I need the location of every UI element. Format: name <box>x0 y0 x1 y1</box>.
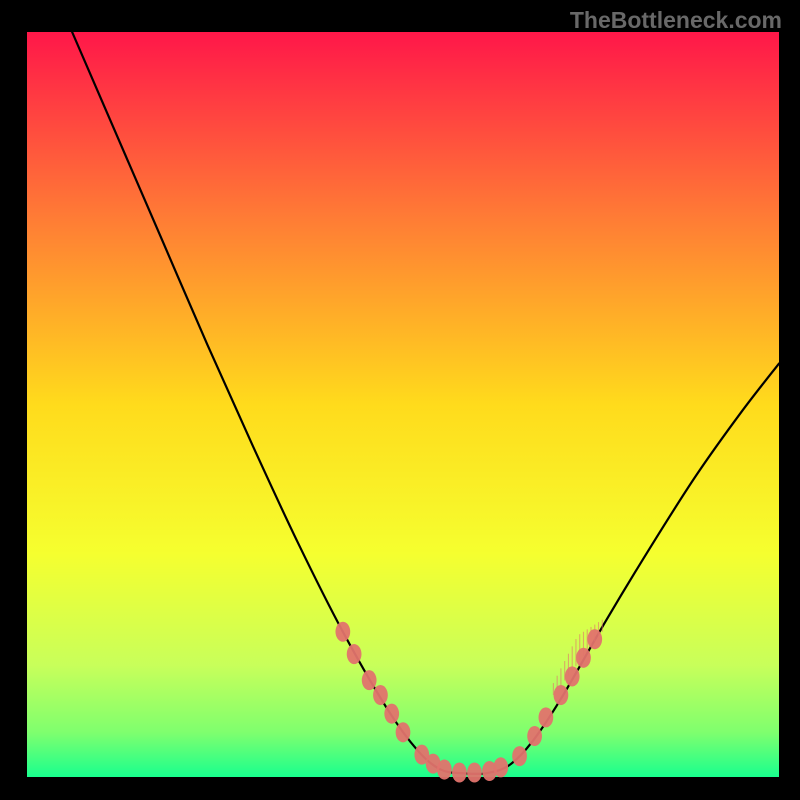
overlay-marker <box>493 757 508 777</box>
chart-background-gradient <box>27 32 779 777</box>
overlay-marker <box>384 704 399 724</box>
overlay-marker <box>512 746 527 766</box>
overlay-marker <box>373 685 388 705</box>
overlay-marker <box>362 670 377 690</box>
overlay-marker <box>539 707 554 727</box>
overlay-marker <box>347 644 362 664</box>
overlay-marker <box>467 763 482 783</box>
overlay-marker <box>335 622 350 642</box>
overlay-marker <box>554 685 569 705</box>
bottleneck-chart <box>0 0 800 800</box>
overlay-marker <box>437 760 452 780</box>
overlay-marker <box>565 666 580 686</box>
overlay-marker <box>576 648 591 668</box>
overlay-marker <box>396 722 411 742</box>
overlay-marker <box>587 629 602 649</box>
overlay-marker <box>452 763 467 783</box>
overlay-marker <box>527 726 542 746</box>
